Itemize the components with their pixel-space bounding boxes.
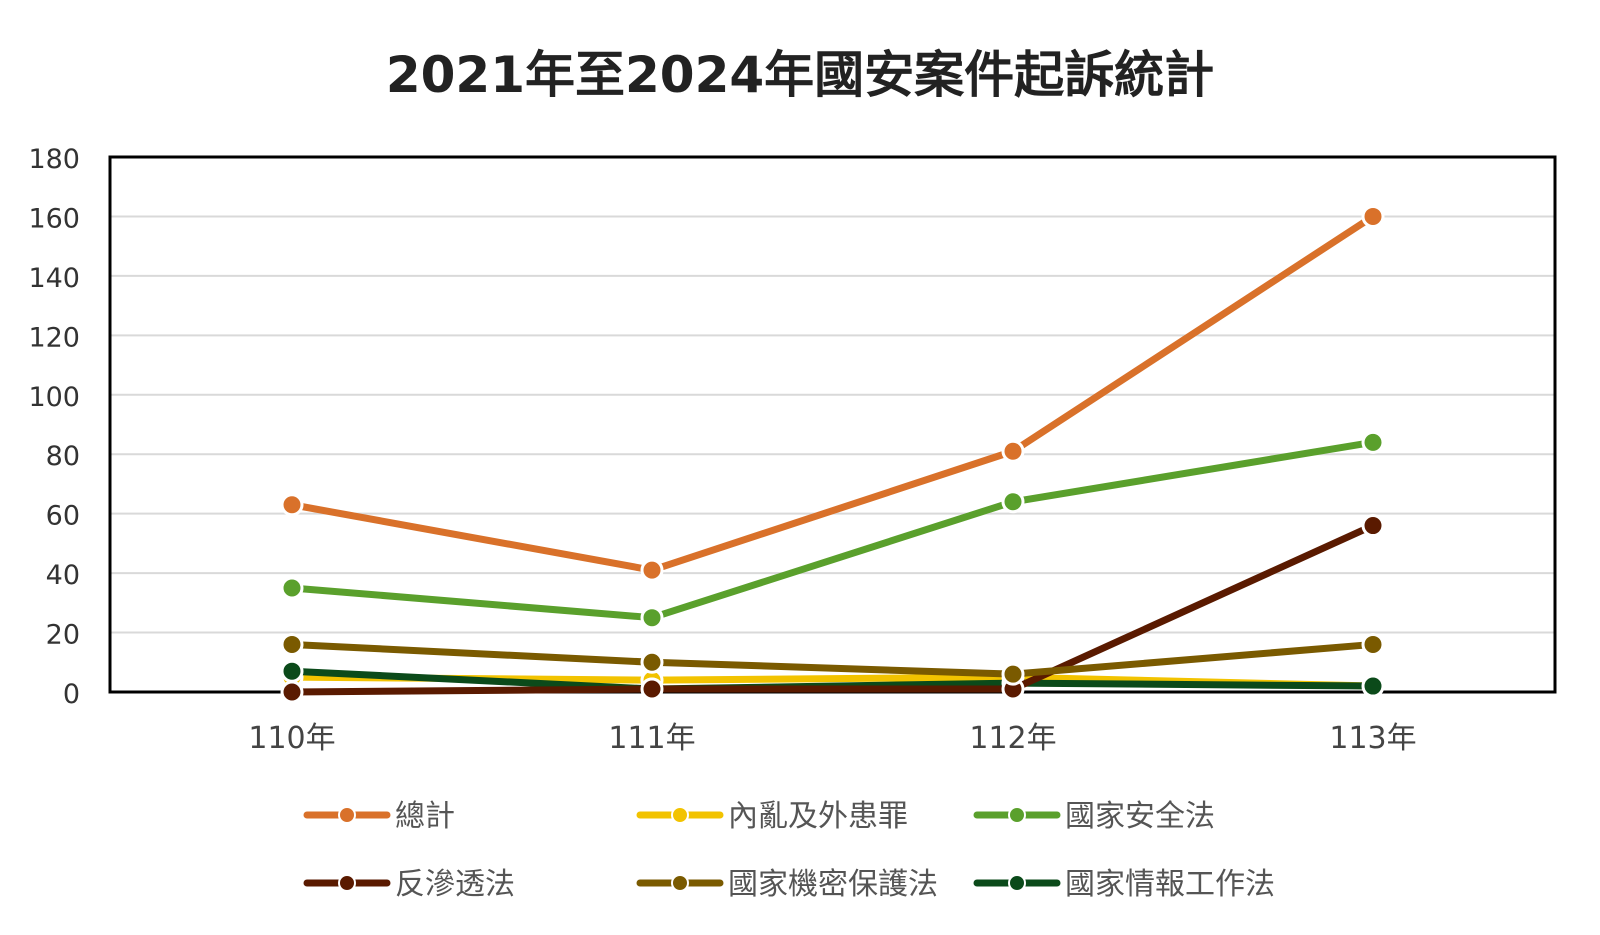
y-tick-label: 80	[46, 441, 80, 472]
data-point	[1361, 514, 1385, 538]
y-tick-label: 180	[28, 144, 80, 175]
data-point	[1001, 490, 1025, 514]
data-point	[1361, 204, 1385, 228]
data-point	[280, 493, 304, 517]
data-point	[640, 677, 664, 701]
data-point	[1001, 439, 1025, 463]
legend-label: 內亂及外患罪	[728, 799, 908, 834]
x-tick-label: 112年	[969, 721, 1056, 756]
series-3	[280, 430, 1385, 630]
series-5	[280, 632, 1385, 686]
data-point	[640, 650, 664, 674]
y-tick-label: 140	[28, 263, 80, 294]
y-axis-ticks: 0 20 40 60 80 100 120 140 160 180	[28, 144, 80, 710]
y-tick-label: 40	[46, 560, 80, 591]
y-tick-label: 120	[28, 322, 80, 353]
data-point	[280, 632, 304, 656]
legend-swatch-marker	[671, 806, 689, 824]
legend-label: 國家安全法	[1065, 799, 1215, 834]
y-tick-label: 20	[46, 620, 80, 651]
x-tick-label: 110年	[248, 721, 335, 756]
legend-item: 國家安全法	[973, 799, 1215, 834]
y-tick-label: 60	[46, 501, 80, 532]
series-1	[280, 204, 1385, 582]
legend-item: 反滲透法	[303, 867, 515, 902]
legend-label: 國家情報工作法	[1065, 867, 1275, 902]
data-point	[640, 606, 664, 630]
legend-label: 總計	[395, 799, 455, 834]
x-axis-ticks: 110年 111年 112年 113年	[248, 721, 1416, 756]
legend-swatch-marker	[1008, 806, 1026, 824]
legend-label: 國家機密保護法	[728, 867, 938, 902]
series-line	[288, 640, 1377, 678]
data-point	[1001, 662, 1025, 686]
y-tick-label: 160	[28, 203, 80, 234]
x-tick-label: 113年	[1329, 721, 1416, 756]
legend-swatch-marker	[671, 874, 689, 892]
legend-swatch-marker	[1008, 874, 1026, 892]
legend-item: 國家情報工作法	[973, 867, 1275, 902]
y-tick-label: 100	[28, 382, 80, 413]
series-line	[288, 438, 1377, 622]
data-point	[1361, 632, 1385, 656]
chart-title: 2021年至2024年國安案件起訴統計	[386, 46, 1214, 104]
legend-item: 國家機密保護法	[636, 867, 938, 902]
data-point	[280, 576, 304, 600]
data-point	[1361, 674, 1385, 698]
series-line	[288, 212, 1377, 574]
x-tick-label: 111年	[608, 721, 695, 756]
legend-label: 反滲透法	[395, 867, 515, 902]
legend-swatch-marker	[338, 874, 356, 892]
legend-item: 總計	[303, 799, 455, 834]
legend-item: 內亂及外患罪	[636, 799, 908, 834]
data-point	[280, 680, 304, 704]
series-line	[288, 522, 1377, 696]
data-point	[280, 659, 304, 683]
series-lines	[280, 204, 1385, 704]
data-point	[640, 558, 664, 582]
legend-swatch-marker	[338, 806, 356, 824]
data-point	[1361, 430, 1385, 454]
y-tick-label: 0	[63, 679, 80, 710]
